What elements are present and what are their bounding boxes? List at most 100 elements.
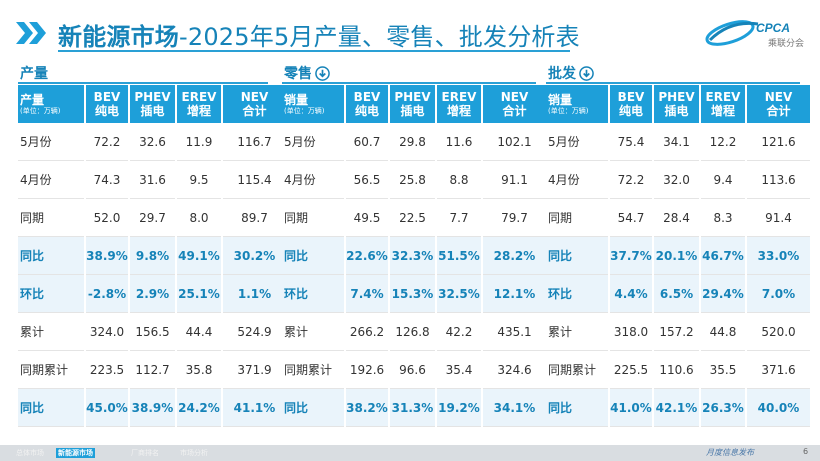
table-cell: 89.7 <box>223 199 286 237</box>
table-row: 5月份 60.7 29.8 11.6 102.1 <box>282 123 546 161</box>
double-chevron-right-icon <box>16 22 46 44</box>
table-cell: 26.3% <box>701 389 745 427</box>
footer-tab-nev[interactable]: 新能源市场 <box>56 448 95 458</box>
logo-text: CPCA <box>756 21 790 35</box>
page-title: 新能源市场-2025年5月产量、零售、批发分析表 <box>58 17 580 52</box>
page-title-rest: -2025年5月产量、零售、批发分析表 <box>179 23 580 51</box>
table-cell: 52.0 <box>86 199 128 237</box>
title-underline <box>58 50 570 52</box>
table-cell: 8.8 <box>437 161 481 199</box>
table-cell: 79.7 <box>483 199 546 237</box>
table-cell: 91.1 <box>483 161 546 199</box>
header-text: NEV <box>500 90 529 104</box>
wholesale-header-row: 销量 (单位：万辆) BEV 纯电 PHEV 插电 EREV 增程 NEV 合计 <box>546 85 810 123</box>
table-cell: 同期累计 <box>546 351 608 389</box>
table-cell: 74.3 <box>86 161 128 199</box>
footer-tab-ranking[interactable]: 厂商排名 <box>131 449 159 457</box>
footer-publication-label: 月度信息发布 <box>706 448 754 457</box>
table-cell: 31.3% <box>390 389 435 427</box>
table-cell: 11.6 <box>437 123 481 161</box>
table-row-highlight: 环比 4.4% 6.5% 29.4% 7.0% <box>546 275 810 313</box>
header-cell: 销量 (单位：万辆) <box>282 85 344 123</box>
table-cell: 11.9 <box>177 123 221 161</box>
table-cell: 54.7 <box>610 199 652 237</box>
production-label: 产量 <box>20 66 48 82</box>
header-text: EREV <box>441 90 477 104</box>
table-cell: -2.8% <box>86 275 128 313</box>
table-row: 累计 266.2 126.8 42.2 435.1 <box>282 313 546 351</box>
table-row-highlight: 同比 41.0% 42.1% 26.3% 40.0% <box>546 389 810 427</box>
header-cell: PHEV 插电 <box>654 85 699 123</box>
table-cell: 41.1% <box>223 389 286 427</box>
table-cell: 8.3 <box>701 199 745 237</box>
table-row-highlight: 同比 45.0% 38.9% 24.2% 41.1% <box>18 389 286 427</box>
table-cell: 2.9% <box>130 275 175 313</box>
header-cell: BEV 纯电 <box>346 85 388 123</box>
circle-down-arrow-icon <box>315 65 330 81</box>
table-cell: 38.9% <box>130 389 175 427</box>
table-cell: 371.9 <box>223 351 286 389</box>
table-row: 4月份 74.3 31.6 9.5 115.4 <box>18 161 286 199</box>
table-row: 同期累计 192.6 96.6 35.4 324.6 <box>282 351 546 389</box>
table-cell: 同期累计 <box>282 351 344 389</box>
table-cell: 环比 <box>18 275 84 313</box>
header-text: 插电 <box>664 104 689 118</box>
header-cell: NEV 合计 <box>223 85 286 123</box>
table-row: 累计 318.0 157.2 44.8 520.0 <box>546 313 810 351</box>
footer-tab-overall[interactable]: 总体市场 <box>16 449 44 457</box>
header-text: (单位：万辆) <box>20 106 61 115</box>
footer-tab-analysis[interactable]: 市场分析 <box>180 449 208 457</box>
table-row: 同期累计 223.5 112.7 35.8 371.9 <box>18 351 286 389</box>
header-text: 纯电 <box>94 104 119 118</box>
table-cell: 12.2 <box>701 123 745 161</box>
table-cell: 5月份 <box>546 123 608 161</box>
table-cell: 24.2% <box>177 389 221 427</box>
table-cell: 30.2% <box>223 237 286 275</box>
table-cell: 9.5 <box>177 161 221 199</box>
table-cell: 同比 <box>18 389 84 427</box>
header-text: 增程 <box>186 104 211 118</box>
table-cell: 223.5 <box>86 351 128 389</box>
table-cell: 520.0 <box>747 313 810 351</box>
table-cell: 28.2% <box>483 237 546 275</box>
table-cell: 7.4% <box>346 275 388 313</box>
header-cell: EREV 增程 <box>701 85 745 123</box>
table-cell: 42.2 <box>437 313 481 351</box>
table-cell: 同比 <box>18 237 84 275</box>
section-underline-retail <box>282 82 536 84</box>
header-text: BEV <box>353 90 381 104</box>
table-cell: 环比 <box>546 275 608 313</box>
header-text: NEV <box>240 90 269 104</box>
table-cell: 19.2% <box>437 389 481 427</box>
table-cell: 60.7 <box>346 123 388 161</box>
table-cell: 46.7% <box>701 237 745 275</box>
table-cell: 49.5 <box>346 199 388 237</box>
table-cell: 9.4 <box>701 161 745 199</box>
table-cell: 22.5 <box>390 199 435 237</box>
table-cell: 318.0 <box>610 313 652 351</box>
table-cell: 32.0 <box>654 161 699 199</box>
header-text: PHEV <box>658 90 695 104</box>
table-cell: 同期 <box>546 199 608 237</box>
header-cell: EREV 增程 <box>437 85 481 123</box>
table-cell: 4月份 <box>282 161 344 199</box>
circle-down-arrow-icon <box>579 65 594 81</box>
table-cell: 157.2 <box>654 313 699 351</box>
table-cell: 324.6 <box>483 351 546 389</box>
table-cell: 72.2 <box>86 123 128 161</box>
header-text: BEV <box>617 90 645 104</box>
table-row: 同期 54.7 28.4 8.3 91.4 <box>546 199 810 237</box>
table-cell: 41.0% <box>610 389 652 427</box>
page-title-main: 新能源市场 <box>58 23 179 51</box>
table-cell: 44.4 <box>177 313 221 351</box>
table-cell: 72.2 <box>610 161 652 199</box>
table-cell: 96.6 <box>390 351 435 389</box>
table-row: 同期累计 225.5 110.6 35.5 371.6 <box>546 351 810 389</box>
table-row: 同期 52.0 29.7 8.0 89.7 <box>18 199 286 237</box>
table-cell: 91.4 <box>747 199 810 237</box>
table-cell: 33.0% <box>747 237 810 275</box>
table-cell: 113.6 <box>747 161 810 199</box>
cpca-logo: CPCA <box>705 20 790 46</box>
table-cell: 31.6 <box>130 161 175 199</box>
table-row-highlight: 环比 7.4% 15.3% 32.5% 12.1% <box>282 275 546 313</box>
